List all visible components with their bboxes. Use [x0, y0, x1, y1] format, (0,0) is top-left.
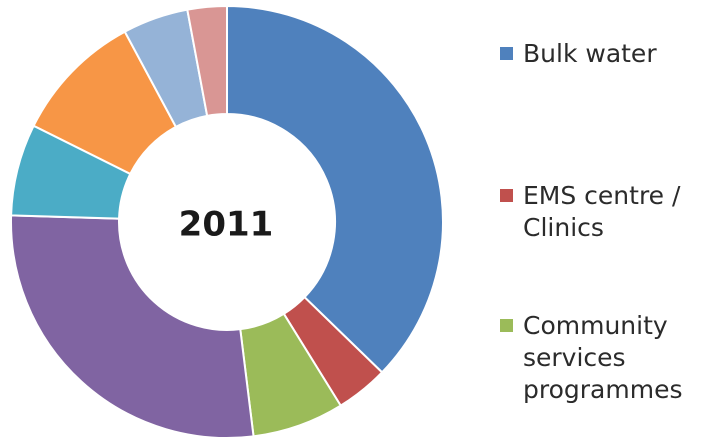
legend-item-bulk-water: Bulk water	[500, 38, 657, 70]
legend-item-community-services: Community services programmes	[500, 310, 682, 406]
legend-item-ems-centre: EMS centre / Clinics	[500, 180, 680, 244]
donut-chart: 2011	[10, 4, 444, 438]
donut-slice-unlabeled-7	[186, 4, 228, 118]
donut-slice-bulk-water	[226, 4, 444, 374]
legend-label-ems-centre: EMS centre / Clinics	[523, 181, 681, 242]
donut-slice-unlabeled-3	[10, 214, 255, 438]
center-year-label: 2011	[179, 205, 274, 245]
legend-swatch-bulk-water	[500, 47, 513, 60]
legend-swatch-community-services	[500, 319, 513, 332]
legend-label-community-services: Community services programmes	[523, 311, 683, 404]
donut-slices	[10, 4, 444, 438]
legend-label-bulk-water: Bulk water	[523, 39, 657, 68]
legend-swatch-ems-centre	[500, 189, 513, 202]
